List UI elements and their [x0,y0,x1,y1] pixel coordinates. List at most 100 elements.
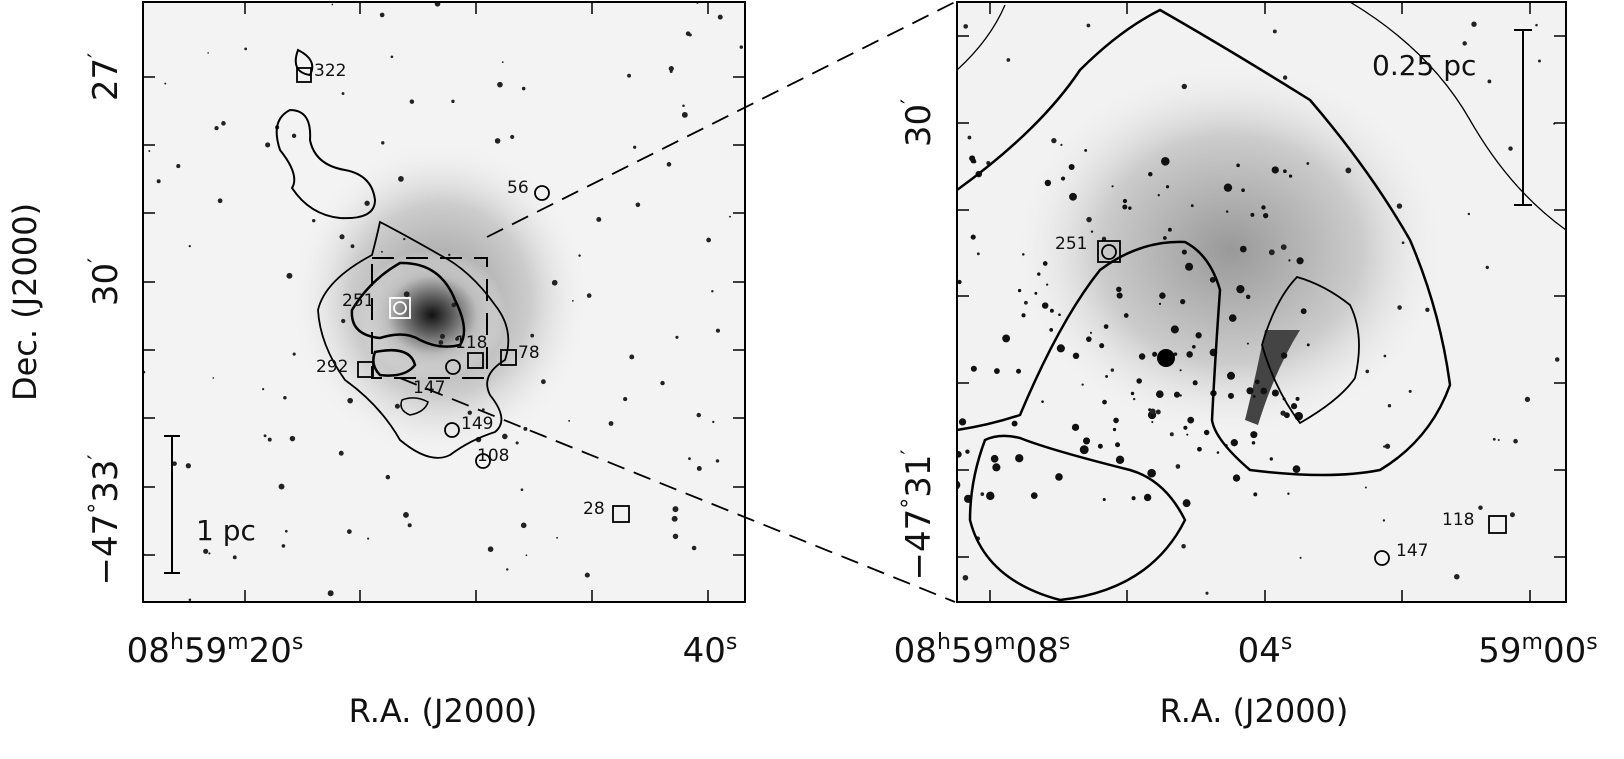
star [291,133,297,138]
tick-label-part: ′ [898,99,923,104]
star [1179,394,1182,397]
star [1097,443,1103,449]
source-label: 108 [477,446,509,466]
star [1282,75,1288,80]
star [976,252,980,256]
star [1034,291,1038,295]
star [501,61,504,64]
star [907,424,911,428]
star [1060,143,1063,147]
tick-label-part: m [227,630,248,655]
star [1306,343,1310,347]
star [568,419,571,422]
star [289,435,296,442]
star [1136,378,1142,384]
star [1223,183,1233,192]
zoom-box [371,257,488,379]
star [1197,446,1202,452]
star [455,336,459,341]
star [1228,314,1237,322]
star [1157,193,1160,197]
star [1384,443,1391,449]
tick-label-part: 33 [86,459,126,502]
star [1060,176,1066,181]
star [341,92,345,95]
star [739,45,743,49]
star [1283,169,1287,174]
star [379,12,385,18]
tick-label-part: ′ [85,53,110,58]
star [523,426,528,431]
source-label: 292 [316,357,348,377]
star [1538,59,1541,63]
star [924,251,929,256]
star [1245,294,1251,300]
star [1186,433,1189,436]
star [1041,302,1049,309]
tick-label-part: 59 [1478,631,1521,671]
tick-label-part: 59 [951,631,994,671]
star [1487,79,1492,84]
star [1254,379,1260,385]
star [1262,212,1269,219]
star [1462,41,1467,46]
star [448,253,451,257]
star [346,529,352,534]
star [338,450,344,456]
star [1128,206,1132,210]
star [390,55,394,59]
star [715,459,720,463]
star [668,66,674,72]
star [1101,236,1107,242]
star [623,397,628,402]
star [1396,203,1403,209]
star [497,81,503,88]
star [1181,83,1188,90]
star [1383,445,1386,448]
star [1299,556,1302,559]
tick-label: 27′ [85,53,126,101]
star [1016,368,1022,374]
star [403,512,409,518]
star [292,352,296,356]
star [267,437,272,442]
star [963,24,969,29]
star [1509,512,1515,518]
star [685,31,691,36]
star [212,377,215,379]
star [1049,328,1054,332]
star [1345,167,1352,174]
star [265,142,271,148]
star [556,536,558,539]
star [1042,261,1048,266]
star [905,180,911,186]
tick-label-part: ° [85,503,110,514]
star [1133,397,1136,401]
star [1110,368,1115,372]
star [1175,464,1181,469]
star [895,351,897,353]
star [1002,334,1011,343]
tick-label: −47°31′ [898,449,939,580]
star [696,465,702,471]
source-label: 251 [1055,234,1087,254]
tick-label-part: 30 [86,263,126,306]
star [1167,227,1172,232]
star [521,86,526,91]
star [367,537,370,540]
star [1364,486,1367,489]
star [1288,259,1291,262]
star [1163,236,1167,240]
tick-label-part: 30 [899,104,939,147]
star [1030,492,1038,499]
star [934,368,941,375]
star [510,134,515,140]
star [1296,257,1304,265]
star [918,240,927,249]
star [1138,353,1146,360]
star [1147,468,1156,478]
star [660,380,665,386]
star [1467,212,1471,216]
star [502,433,508,440]
